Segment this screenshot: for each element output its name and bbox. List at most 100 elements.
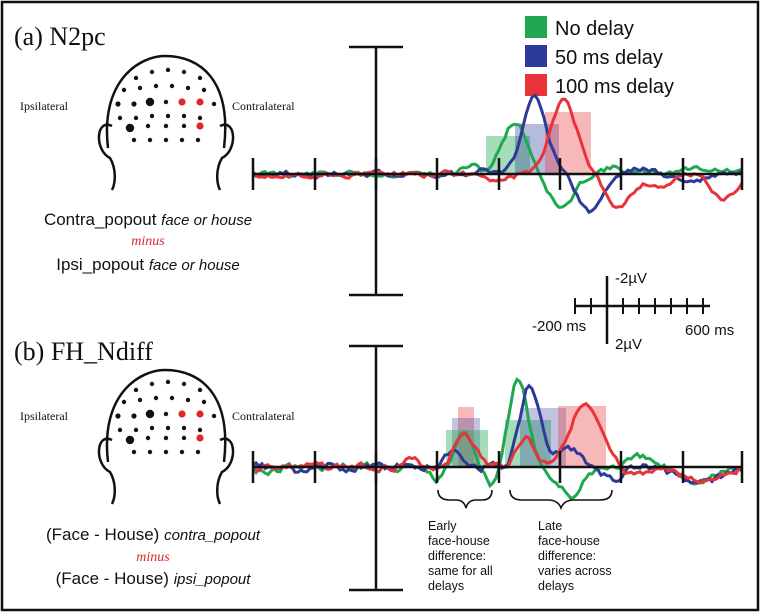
electrode-dot <box>121 87 127 93</box>
electrode-dot <box>163 411 169 417</box>
electrode-dot <box>181 435 187 441</box>
annotation-late-line1: Late <box>538 519 562 533</box>
annotation-early-line5: delays <box>428 579 464 593</box>
electrode-dot <box>137 85 143 91</box>
right-ear-b <box>216 437 235 505</box>
electrode-dot <box>121 399 127 405</box>
ipsilateral-label-b: Ipsilateral <box>20 409 69 423</box>
electrode-dot <box>211 413 217 419</box>
electrode-dot <box>185 397 191 403</box>
head-diagram-a <box>97 54 235 191</box>
electrode-dot <box>169 83 175 89</box>
electrode-dot-highlighted <box>196 434 204 442</box>
electrode-dot <box>145 123 151 129</box>
contralateral-label-b: Contralateral <box>232 409 295 423</box>
legend-label-no-delay: No delay <box>555 18 634 40</box>
electrode-dot <box>195 449 201 455</box>
electrode-dot <box>197 75 203 81</box>
electrode-dot <box>145 435 151 441</box>
electrode-dot <box>181 425 187 431</box>
electrode-dot <box>131 137 137 143</box>
electrode-dot <box>165 425 171 431</box>
scale-bar-top-label: -2µV <box>615 270 647 287</box>
left-ear-b <box>97 437 116 505</box>
formula-b-line2-main: (Face - House) <box>56 569 169 588</box>
electrode-dot <box>131 449 137 455</box>
electrode-dot <box>185 85 191 91</box>
electrode-dot-highlighted <box>196 98 204 106</box>
electrode-dot <box>147 137 153 143</box>
electrode-dot <box>163 137 169 143</box>
formula-b-minus: minus <box>136 550 170 565</box>
formula-b-line1-italic: contra_popout <box>164 527 261 544</box>
window-box-b-early-red <box>458 407 474 467</box>
annotation-early: Early face-house difference: same for al… <box>428 519 493 593</box>
electrode-dot-highlighted <box>178 98 186 106</box>
annotation-early-line1: Early <box>428 519 457 533</box>
scale-bar-ticks <box>574 298 704 314</box>
electrode-dot <box>117 427 123 433</box>
electrode-dot-highlighted <box>196 410 204 418</box>
legend: No delay 50 ms delay 100 ms delay <box>525 16 674 98</box>
panel-b-title: (b) FH_Ndiff <box>14 337 153 366</box>
electrode-dot <box>149 69 155 75</box>
electrode-dot <box>115 413 121 419</box>
electrode-grid-b <box>115 379 217 455</box>
electrode-dot <box>125 123 135 133</box>
electrode-dot <box>149 425 155 431</box>
electrode-dot <box>147 449 153 455</box>
annotation-late: Late face-house difference: varies acros… <box>538 519 612 593</box>
waveform-b-100ms <box>252 401 742 485</box>
electrode-dot-highlighted <box>178 410 186 418</box>
electrode-dot <box>181 69 187 75</box>
electrode-dot <box>179 449 185 455</box>
electrode-dot <box>195 137 201 143</box>
formula-a-line2-italic: face or house <box>149 257 240 274</box>
electrode-dot <box>165 113 171 119</box>
legend-swatch-50ms <box>525 45 547 67</box>
legend-label-100ms: 100 ms delay <box>555 76 674 98</box>
formula-a-line2: Ipsi_popout face or house <box>56 255 240 274</box>
electrode-dot <box>131 413 137 419</box>
head-outline-a <box>105 54 227 149</box>
electrode-dot <box>133 75 139 81</box>
electrode-dot <box>145 97 155 107</box>
electrode-dot <box>153 395 159 401</box>
electrode-dot <box>169 395 175 401</box>
left-ear-a <box>97 123 116 191</box>
electrode-dot <box>163 435 169 441</box>
annotation-early-line4: same for all <box>428 564 493 578</box>
legend-swatch-100ms <box>525 74 547 96</box>
annotation-early-line3: difference: <box>428 549 486 563</box>
electrode-dot <box>153 83 159 89</box>
scale-bar: -2µV 2µV -200 ms 600 ms <box>532 270 734 353</box>
electrode-dot <box>125 435 135 445</box>
electrode-dot <box>149 113 155 119</box>
contralateral-label-a: Contralateral <box>232 99 295 113</box>
annotation-late-line3: difference: <box>538 549 596 563</box>
scale-bar-left-label: -200 ms <box>532 318 586 335</box>
electrode-dot <box>181 113 187 119</box>
x-ticks-a <box>251 158 744 190</box>
electrode-dot <box>163 99 169 105</box>
legend-swatch-no-delay <box>525 16 547 38</box>
ipsilateral-label-a: Ipsilateral <box>20 99 69 113</box>
electrode-dot <box>133 115 139 121</box>
electrode-dot <box>179 137 185 143</box>
formula-a-line2-main: Ipsi_popout <box>56 255 144 274</box>
electrode-dot <box>163 449 169 455</box>
electrode-dot <box>181 381 187 387</box>
right-ear-a <box>216 123 235 191</box>
formula-b-line1-main: (Face - House) <box>46 525 159 544</box>
electrode-dot <box>117 115 123 121</box>
electrode-dot <box>133 427 139 433</box>
electrode-dot <box>137 397 143 403</box>
head-diagram-b <box>97 368 235 505</box>
formula-a-line1: Contra_popout face or house <box>44 210 252 229</box>
formula-b-line1: (Face - House) contra_popout <box>46 525 261 544</box>
electrode-dot <box>149 381 155 387</box>
brace-early <box>437 489 493 509</box>
waveform-a-100ms <box>252 97 744 209</box>
electrode-dot <box>115 101 121 107</box>
